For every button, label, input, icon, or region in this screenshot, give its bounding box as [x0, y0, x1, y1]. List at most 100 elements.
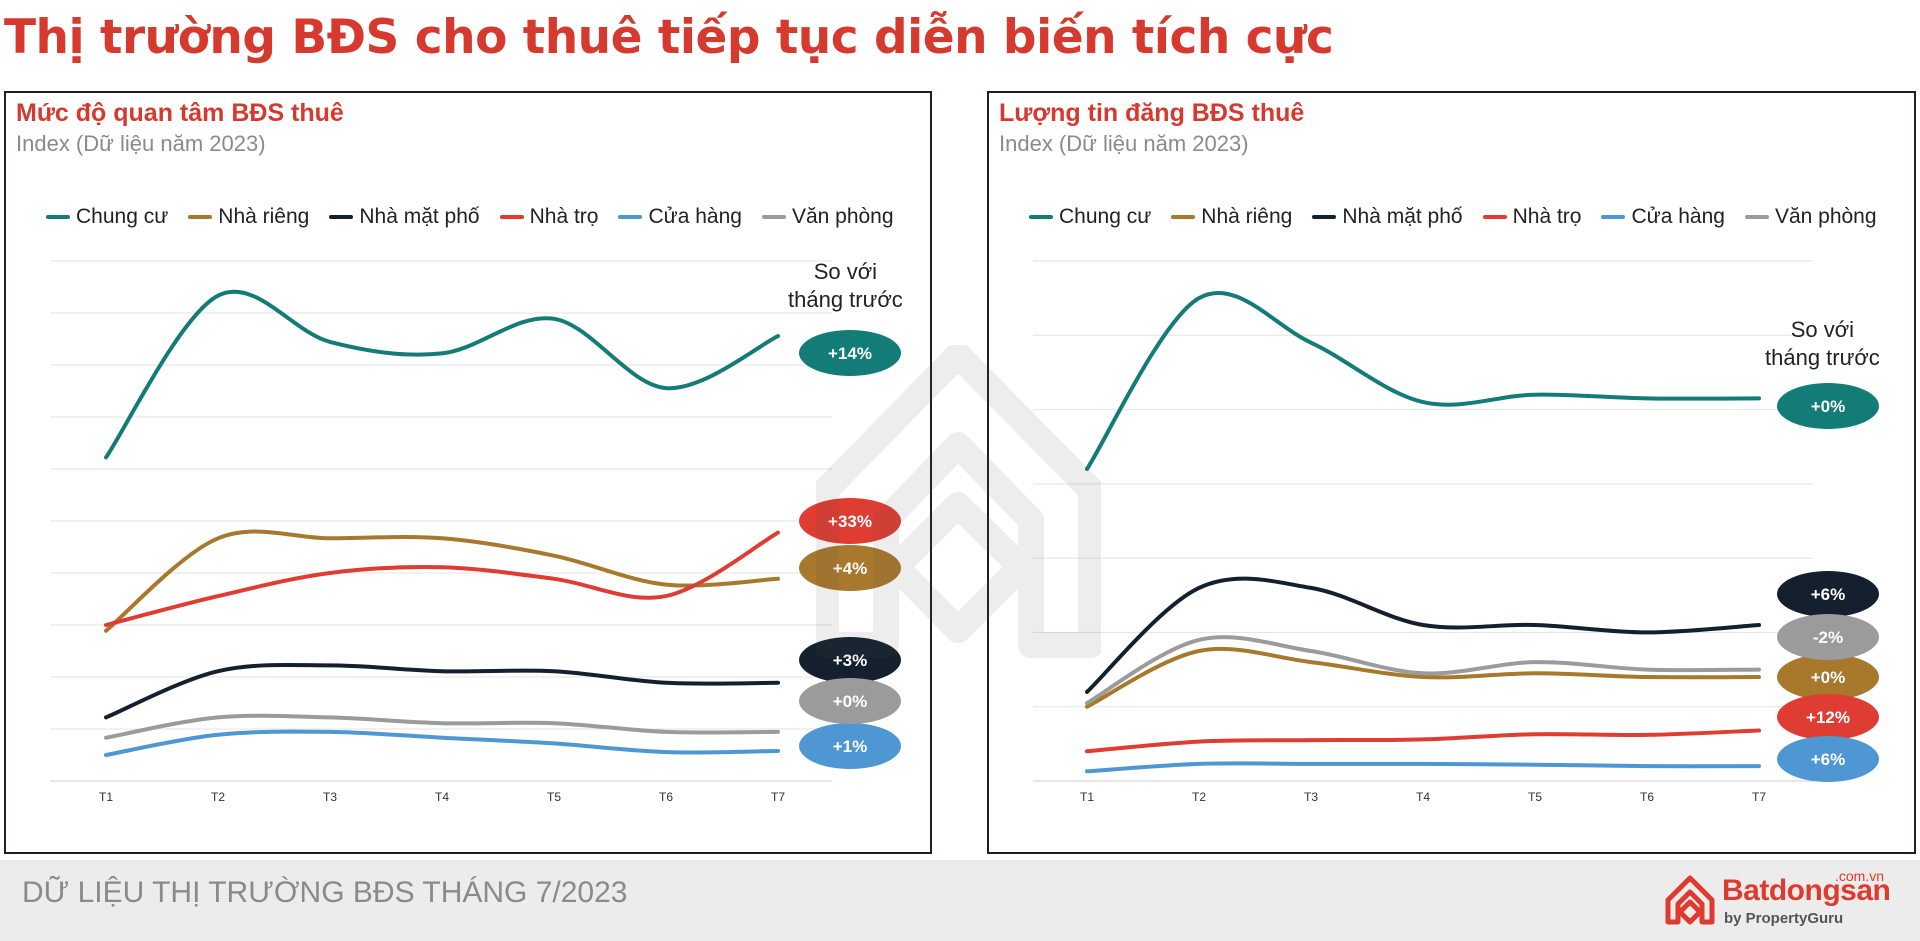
- legend-item-van-phong: Văn phòng: [1744, 205, 1877, 229]
- legend-item-chung-cu: Chung cư: [1029, 205, 1151, 229]
- legend-swatch: [1029, 215, 1053, 219]
- x-tick-label: T5: [547, 790, 561, 804]
- brand-name: Batdongsan: [1722, 874, 1891, 907]
- change-badge-label: +0%: [833, 692, 868, 711]
- legend-label: Văn phòng: [791, 205, 894, 228]
- compare-label-line1: So với: [1790, 317, 1855, 342]
- legend-label: Nhà riêng: [218, 205, 310, 228]
- legend-label: Chung cư: [1059, 205, 1152, 228]
- chart-interest-svg: T1 T2 T3 T4 T5 T6 T7 +14% +4% +3% +33% +1% +0%: [50, 260, 901, 804]
- x-tick-label: T2: [211, 790, 225, 804]
- change-badge-nha-tro: [799, 498, 901, 544]
- legend-label: Chung cư: [76, 205, 169, 228]
- legend-item-chung-cu: Chung cư: [46, 205, 168, 229]
- series-line-nha-rieng: [1085, 646, 1761, 709]
- x-tick-label: T4: [1416, 790, 1430, 804]
- x-tick-label: T6: [659, 790, 673, 804]
- brand-logo[interactable]: .com.vn Batdongsan by PropertyGuru: [1664, 868, 1894, 932]
- compare-label-line2: tháng trước: [788, 287, 903, 312]
- legend-label: Nhà mặt phố: [359, 205, 480, 228]
- x-tick-label: T2: [1192, 790, 1206, 804]
- brand-domain: .com.vn: [1835, 868, 1885, 884]
- legend-item-nha-mat-pho: Nhà mặt phố: [329, 205, 480, 229]
- legend-item-van-phong: Văn phòng: [761, 205, 894, 229]
- change-badge-nha-rieng: [799, 545, 901, 591]
- legend-item-nha-tro: Nhà trọ: [499, 205, 599, 229]
- change-badge-label: +1%: [833, 737, 868, 756]
- legend-swatch: [1312, 215, 1337, 219]
- x-tick-label: T1: [1080, 790, 1094, 804]
- footer-text: DỮ LIỆU THỊ TRƯỜNG BĐS THÁNG 7/2023: [22, 876, 628, 909]
- change-badge-cua-hang: [799, 723, 901, 769]
- legend-item-cua-hang: Cửa hàng: [618, 205, 742, 229]
- series-line-van-phong: [1085, 635, 1761, 705]
- legend-swatch: [499, 215, 524, 219]
- series-line-cua-hang: [1085, 761, 1761, 774]
- chart-panel-interest: T1 T2 T3 T4 T5 T6 T7 +14% +4% +3% +33% +1% +0% Mức đ…: [4, 91, 932, 854]
- chart-subtitle: Index (Dữ liệu năm 2023): [16, 131, 266, 156]
- change-badge-nha-rieng: [1777, 654, 1879, 700]
- chart-subtitle: Index (Dữ liệu năm 2023): [999, 131, 1249, 156]
- legend-label: Văn phòng: [1774, 205, 1877, 228]
- change-badge-label: +33%: [828, 512, 872, 531]
- x-tick-label: T7: [771, 790, 785, 804]
- change-badge-nha-mat-pho: [799, 637, 901, 683]
- legend-swatch: [1601, 215, 1626, 219]
- legend-swatch: [618, 215, 643, 219]
- legend-item-nha-tro: Nhà trọ: [1482, 205, 1582, 229]
- change-badge-van-phong: [1777, 614, 1879, 660]
- x-tick-label: T6: [1640, 790, 1654, 804]
- chart-title: Mức độ quan tâm BĐS thuê: [16, 99, 344, 127]
- legend-swatch: [1171, 215, 1196, 219]
- series-line-nha-tro: [1085, 728, 1761, 754]
- brand-by: by PropertyGuru: [1724, 910, 1844, 927]
- legend-label: Cửa hàng: [1631, 205, 1725, 228]
- legend-swatch: [329, 215, 354, 219]
- batdongsan-logo-icon: [1665, 875, 1715, 925]
- chart-legend: Chung cư Nhà riêng Nhà mặt phố Nhà trọ Cửa h…: [1029, 205, 1877, 229]
- legend-swatch: [46, 215, 70, 219]
- change-badge-label: +6%: [1811, 750, 1846, 769]
- footer-bar: DỮ LIỆU THỊ TRƯỜNG BĐS THÁNG 7/2023 .com…: [0, 860, 1920, 941]
- series-line-nha-tro: [104, 530, 780, 627]
- compare-label-line2: tháng trước: [1765, 345, 1880, 370]
- change-badge-label: -2%: [1813, 628, 1843, 647]
- change-badge-label: +6%: [1811, 585, 1846, 604]
- change-badge-label: +4%: [833, 559, 868, 578]
- legend-swatch: [1744, 215, 1769, 219]
- x-tick-label: T5: [1528, 790, 1542, 804]
- change-badge-label: +3%: [833, 651, 868, 670]
- change-badge-cua-hang: [1777, 736, 1879, 782]
- legend-swatch: [1482, 215, 1507, 219]
- legend-swatch: [761, 215, 786, 219]
- change-badge-nha-tro: [1777, 694, 1879, 740]
- chart-panel-listings: T1 T2 T3 T4 T5 T6 T7 +0% +0% +6% +12% +6% -2% Lượng …: [987, 91, 1916, 854]
- legend-swatch: [188, 215, 213, 219]
- change-badge-label: +0%: [1811, 668, 1846, 687]
- legend-item-nha-mat-pho: Nhà mặt phố: [1312, 205, 1463, 229]
- legend-item-nha-rieng: Nhà riêng: [1171, 205, 1292, 229]
- legend-item-cua-hang: Cửa hàng: [1601, 205, 1725, 229]
- legend-item-nha-rieng: Nhà riêng: [188, 205, 309, 229]
- x-tick-label: T1: [99, 790, 113, 804]
- change-badge-nha-mat-pho: [1777, 571, 1879, 617]
- series-line-nha-rieng: [104, 529, 780, 633]
- series-line-chung-cu: [1085, 290, 1761, 471]
- series-line-chung-cu: [104, 289, 780, 460]
- page-title: Thị trường BĐS cho thuê tiếp tục diễn bi…: [4, 10, 1334, 65]
- legend-label: Nhà trọ: [1512, 205, 1582, 228]
- legend-label: Nhà mặt phố: [1342, 205, 1463, 228]
- legend-label: Nhà trọ: [529, 205, 599, 228]
- chart-title: Lượng tin đăng BĐS thuê: [999, 99, 1305, 127]
- x-tick-label: T7: [1752, 790, 1766, 804]
- change-badge-label: +0%: [1811, 397, 1846, 416]
- legend-label: Nhà riêng: [1201, 205, 1293, 228]
- x-tick-label: T3: [1304, 790, 1318, 804]
- x-tick-label: T3: [323, 790, 337, 804]
- change-badge-label: +14%: [828, 344, 872, 363]
- change-badge-chung-cu: [1777, 383, 1879, 429]
- change-badge-chung-cu: [799, 330, 901, 376]
- compare-label-line1: So với: [813, 259, 878, 284]
- chart-legend: Chung cư Nhà riêng Nhà mặt phố Nhà trọ Cửa h…: [46, 205, 894, 229]
- series-line-cua-hang: [104, 729, 780, 757]
